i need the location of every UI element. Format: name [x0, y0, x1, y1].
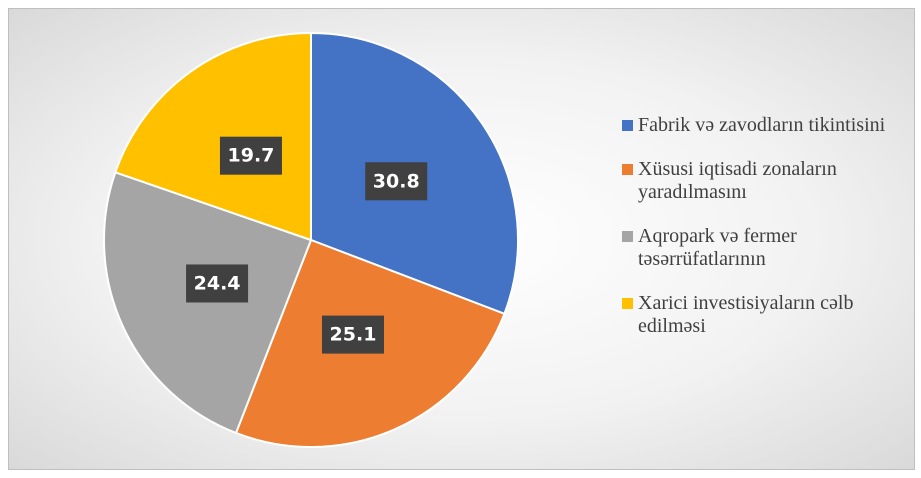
legend-label: Aqropark və fermer təsərrüfatlarının [638, 225, 797, 270]
data-label: 24.4 [194, 272, 241, 294]
data-label-box [219, 136, 282, 175]
data-label-box [321, 315, 384, 354]
legend-swatch [622, 298, 633, 309]
legend-label: Fabrik və zavodların tikintisini [638, 114, 886, 136]
data-label: 30.8 [373, 170, 420, 192]
legend-item: Fabrik və zavodların tikintisini [622, 114, 912, 137]
legend-item: Xarici investisiyaların cəlb edilməsi [622, 292, 912, 338]
legend-swatch [622, 231, 633, 242]
legend-item: Xüsusi iqtisadi zonaların yaradılmasını [622, 158, 912, 204]
data-label-box [365, 162, 428, 201]
legend-item: Aqropark və fermer təsərrüfatlarının [622, 225, 912, 271]
data-label: 25.1 [330, 324, 377, 346]
legend: Fabrik və zavodların tikintisini Xüsusi i… [622, 114, 912, 359]
pie-slice [114, 31, 312, 242]
pie-slice [103, 171, 313, 435]
legend-label: Xüsusi iqtisadi zonaların yaradılmasını [638, 158, 837, 203]
legend-label: Xarici investisiyaların cəlb edilməsi [638, 292, 854, 337]
data-label-box [186, 264, 249, 303]
legend-swatch [622, 120, 633, 131]
legend-swatch [622, 164, 633, 175]
data-label: 19.7 [228, 145, 275, 167]
